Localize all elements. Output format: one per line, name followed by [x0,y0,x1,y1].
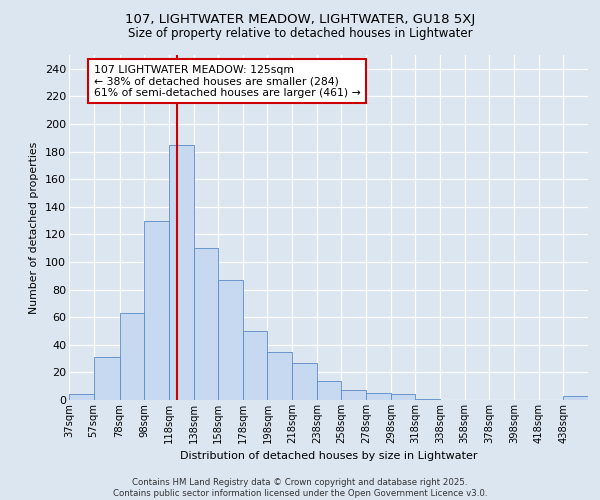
Bar [119,313,144,400]
Y-axis label: Number of detached properties: Number of detached properties [29,142,40,314]
Bar [341,390,366,400]
Bar [218,280,243,400]
Bar [292,362,317,400]
Bar [317,380,341,400]
Bar [243,331,268,400]
Bar [194,248,218,400]
Bar [268,352,292,400]
X-axis label: Distribution of detached houses by size in Lightwater: Distribution of detached houses by size … [180,452,477,462]
Text: 107, LIGHTWATER MEADOW, LIGHTWATER, GU18 5XJ: 107, LIGHTWATER MEADOW, LIGHTWATER, GU18… [125,12,475,26]
Bar [169,144,194,400]
Bar [144,220,169,400]
Bar [69,394,94,400]
Bar [563,396,588,400]
Bar [94,357,119,400]
Text: Size of property relative to detached houses in Lightwater: Size of property relative to detached ho… [128,28,472,40]
Text: Contains HM Land Registry data © Crown copyright and database right 2025.
Contai: Contains HM Land Registry data © Crown c… [113,478,487,498]
Bar [366,393,391,400]
Text: 107 LIGHTWATER MEADOW: 125sqm
← 38% of detached houses are smaller (284)
61% of : 107 LIGHTWATER MEADOW: 125sqm ← 38% of d… [94,64,361,98]
Bar [391,394,415,400]
Bar [415,398,440,400]
